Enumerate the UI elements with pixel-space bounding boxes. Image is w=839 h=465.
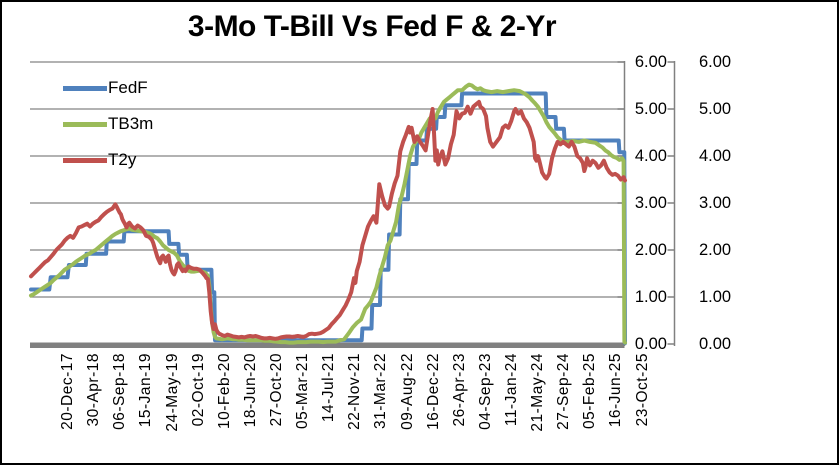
- legend-line-fedf-icon: [63, 85, 107, 91]
- x-tick-label: 05-Feb-25: [581, 353, 599, 430]
- x-tick-label: 05-Mar-21: [294, 353, 312, 429]
- x-tick-label: 04-Sep-23: [476, 353, 494, 430]
- x-tick-label: 27-Oct-20: [268, 353, 285, 427]
- y-tick-label: 5.00: [634, 100, 667, 118]
- legend-label-t2y: T2y: [108, 150, 137, 169]
- y-tick-label: 0.00: [699, 335, 732, 353]
- legend-item-tb3m[interactable]: TB3m: [63, 113, 153, 135]
- legend-item-t2y[interactable]: T2y: [63, 149, 153, 171]
- x-axis-line: [30, 342, 625, 348]
- y-tick-label: 4.00: [634, 147, 667, 165]
- legend-line-tb3m-icon: [63, 121, 107, 127]
- y-tick-label: 3.00: [634, 194, 667, 212]
- legend-item-fedf[interactable]: FedF: [63, 77, 153, 99]
- x-tick-label: 15-Jan-19: [137, 353, 155, 428]
- x-tick-label: 30-Apr-18: [85, 353, 103, 427]
- x-tick-label: 20-Dec-17: [59, 353, 77, 430]
- y-tick-label: 2.00: [634, 241, 667, 259]
- legend-line-t2y-icon: [63, 157, 107, 163]
- legend: FedF TB3m T2y: [63, 77, 153, 185]
- x-tick-label: 31-Mar-22: [372, 353, 390, 429]
- series-line-tb3m[interactable]: [29, 82, 627, 345]
- legend-label-fedf: FedF: [108, 78, 148, 97]
- series-line-t2y[interactable]: [29, 99, 627, 341]
- x-tick-label: 16-Jun-25: [607, 353, 625, 428]
- y-tick-label: 3.00: [699, 194, 732, 212]
- x-tick-label: 10-Feb-20: [215, 353, 233, 430]
- x-tick-label: 22-Nov-21: [346, 353, 364, 430]
- y-tick-label: 6.00: [699, 53, 732, 71]
- y-tick-label: 1.00: [634, 288, 667, 306]
- y-tick-label: 5.00: [699, 100, 732, 118]
- y-tick-label: 1.00: [699, 288, 732, 306]
- x-tick-label: 16-Dec-22: [424, 353, 442, 430]
- legend-label-tb3m: TB3m: [108, 114, 154, 133]
- y-tick-label: 6.00: [634, 53, 667, 71]
- x-tick-label: 06-Sep-18: [111, 353, 129, 430]
- x-tick-label: 24-May-19: [163, 353, 181, 432]
- x-tick-label: 23-Oct-25: [633, 353, 651, 427]
- x-tick-label: 27-Sep-24: [555, 353, 573, 430]
- chart-title: 3-Mo T-Bill Vs Fed F & 2-Yr: [187, 10, 557, 43]
- y-tick-label: 4.00: [699, 147, 732, 165]
- x-tick-label: 26-Apr-23: [450, 353, 468, 427]
- x-tick-label: 09-Aug-22: [398, 353, 416, 430]
- x-tick-label: 11-Jan-24: [502, 353, 520, 427]
- x-tick-label: 21-May-24: [529, 353, 547, 432]
- x-tick-label: 18-Jun-20: [241, 353, 259, 428]
- y-tick-label: 0.00: [634, 335, 667, 353]
- x-tick-label: 14-Jul-21: [320, 353, 338, 423]
- y-tick-label: 2.00: [699, 241, 732, 259]
- x-tick-label: 02-Oct-19: [189, 353, 207, 427]
